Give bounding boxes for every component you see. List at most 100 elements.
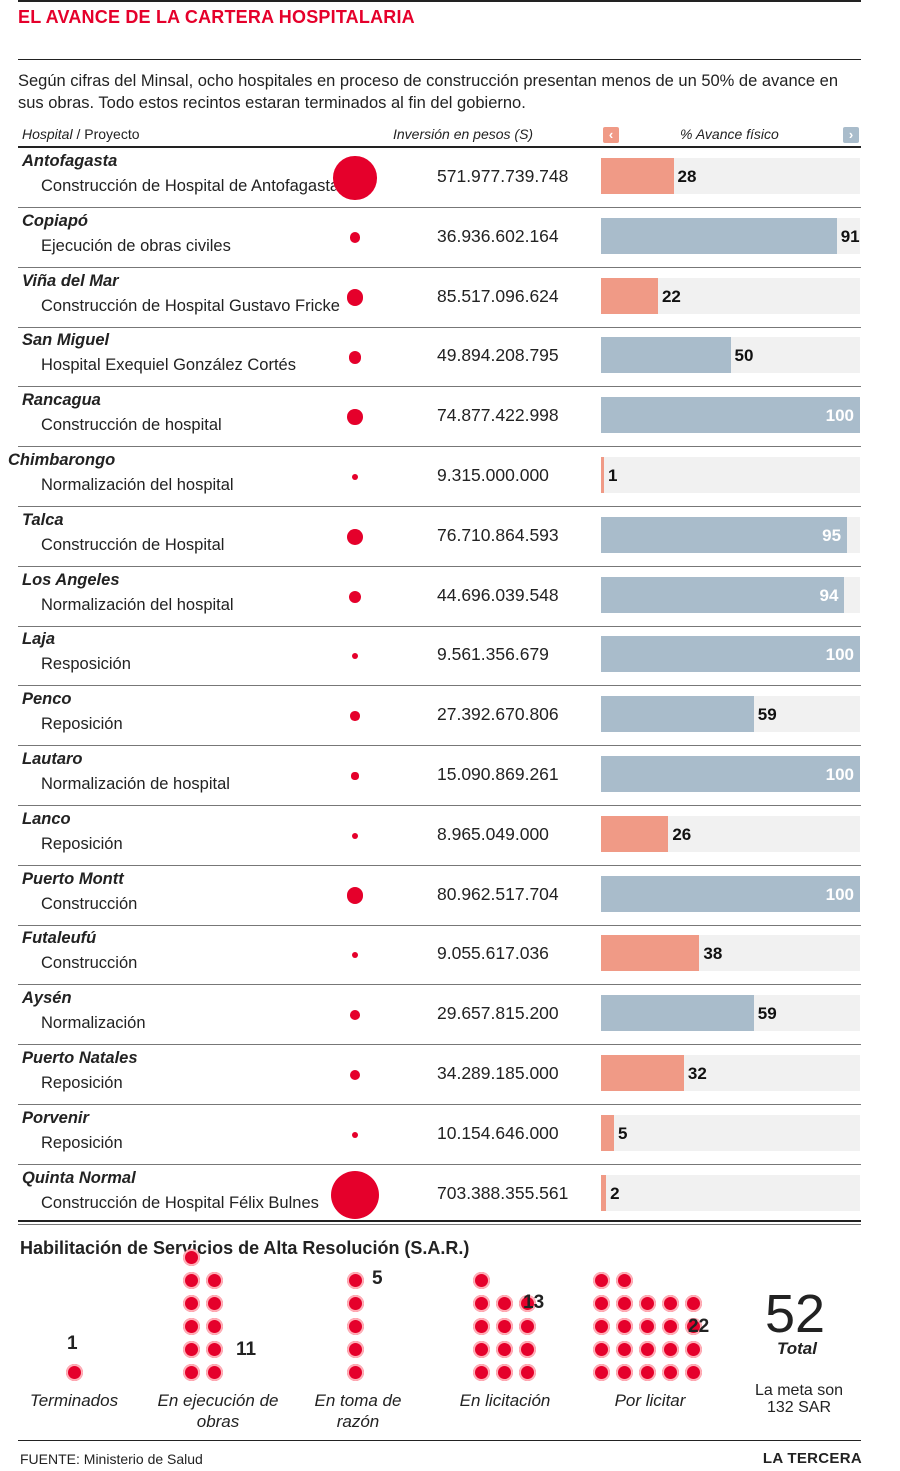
progress-label: 26 xyxy=(672,824,692,844)
chevron-right-icon[interactable]: › xyxy=(843,127,859,143)
investment-bubble xyxy=(352,952,358,959)
project-name: Reposición xyxy=(41,834,123,853)
sar-dot xyxy=(593,1295,610,1312)
row-separator xyxy=(18,1223,861,1225)
sar-label: En ejecución de obras xyxy=(157,1391,279,1431)
sar-dot xyxy=(183,1295,200,1312)
row-separator xyxy=(18,1044,861,1046)
project-name: Normalización del hospital xyxy=(41,476,234,494)
sar-dot xyxy=(206,1318,223,1335)
progress-track: 100 xyxy=(601,756,860,792)
project-name: Reposición xyxy=(41,1133,123,1152)
sar-dot xyxy=(616,1318,633,1335)
sar-dot xyxy=(662,1318,679,1335)
hospital-name: Los Angeles xyxy=(22,570,120,589)
progress-label: 95 xyxy=(822,525,842,545)
table-row: Los Angeles Normalización del hospital 44.… xyxy=(0,567,900,627)
row-separator xyxy=(18,745,861,747)
project-name: Resposición xyxy=(41,655,131,674)
sar-dot xyxy=(473,1364,490,1381)
project-name: Normalización de hospital xyxy=(41,775,230,793)
progress-track: 100 xyxy=(601,636,860,673)
sar-dot xyxy=(183,1272,200,1289)
project-name: Construcción de Hospital Gustavo Fricke xyxy=(41,296,340,315)
sar-dot xyxy=(206,1341,223,1358)
sar-dot xyxy=(347,1341,364,1358)
investment-value: 9.055.617.036 xyxy=(437,943,549,964)
hospital-name: Viña del Mar xyxy=(22,271,119,290)
investment-value: 8.965.049.000 xyxy=(437,823,549,844)
investment-bubble xyxy=(348,590,362,603)
header-slash: / xyxy=(76,126,81,142)
header-hospital: Hospital xyxy=(22,126,73,142)
sar-label: Terminados xyxy=(29,1391,119,1410)
sar-dot xyxy=(662,1295,679,1312)
table-row: Porvenir Reposición 10.154.646.000 5 xyxy=(0,1105,900,1165)
chevron-left-icon[interactable]: ‹ xyxy=(603,127,619,143)
sar-dot xyxy=(519,1295,536,1312)
sar-dot xyxy=(616,1295,633,1312)
row-separator xyxy=(18,446,861,448)
sar-dot xyxy=(685,1364,702,1381)
project-name: Normalización del hospital xyxy=(41,595,234,614)
row-separator xyxy=(18,805,861,806)
progress-bar xyxy=(601,995,754,1032)
investment-value: 76.710.864.593 xyxy=(437,524,559,545)
sar-dot xyxy=(639,1295,656,1312)
sar-dot xyxy=(616,1364,633,1381)
sar-dot xyxy=(206,1364,223,1381)
investment-bubble xyxy=(350,711,360,721)
title-rule xyxy=(18,59,861,60)
investment-value: 15.090.869.261 xyxy=(437,764,559,784)
sar-dot xyxy=(593,1272,610,1289)
progress-track: 1 xyxy=(601,457,860,493)
sar-dot xyxy=(685,1318,702,1335)
progress-label: 50 xyxy=(734,346,754,366)
progress-label: 38 xyxy=(703,944,723,964)
row-separator xyxy=(18,924,861,926)
sar-dot xyxy=(519,1318,536,1335)
sar-title: Habilitación de Servicios de Alta Resolu… xyxy=(20,1238,470,1258)
row-separator xyxy=(18,864,861,866)
project-name: Construcción de hospital xyxy=(41,416,222,435)
sar-total: 52 xyxy=(765,1284,826,1344)
hospital-name: Penco xyxy=(22,690,72,709)
project-name: Construcción xyxy=(41,894,138,913)
sar-dot xyxy=(519,1364,536,1381)
progress-label: 32 xyxy=(687,1064,707,1083)
progress-bar xyxy=(601,636,860,673)
sar-dot xyxy=(616,1272,633,1289)
row-separator xyxy=(18,266,861,268)
investment-value: 571.977.739.748 xyxy=(437,166,569,186)
progress-bar xyxy=(601,815,669,852)
table-row: San Miguel Hospital Exequiel González Cor… xyxy=(0,327,900,388)
footer-rule xyxy=(18,1440,861,1441)
progress-track: 32 xyxy=(601,1055,860,1091)
sar-dot xyxy=(496,1364,513,1381)
progress-label: 100 xyxy=(825,884,854,904)
intro-text: Según cifras del Minsal, ocho hospitales… xyxy=(18,72,839,112)
progress-bar xyxy=(601,1055,684,1091)
sar-dot xyxy=(347,1272,364,1289)
progress-bar xyxy=(601,696,754,733)
progress-label: 22 xyxy=(661,286,681,306)
header-rule xyxy=(18,146,861,148)
investment-bubble xyxy=(346,289,364,306)
hospital-name: Chimbarongo xyxy=(8,451,116,469)
progress-bar xyxy=(601,158,674,194)
sar-dot xyxy=(183,1341,200,1358)
top-rule xyxy=(18,0,861,2)
investment-bubble xyxy=(351,772,359,780)
sar-dot xyxy=(347,1364,364,1381)
investment-bubble xyxy=(348,350,362,364)
sar-dot xyxy=(183,1364,200,1381)
table-row: Copiapó Ejecución de obras civiles 36.936.… xyxy=(0,208,900,268)
table-row: Chimbarongo Normalización del hospital 9.3… xyxy=(0,447,900,507)
sar-dot xyxy=(473,1295,490,1312)
project-name: Reposición xyxy=(41,1074,123,1092)
row-separator xyxy=(18,984,861,986)
table-row: Puerto Natales Reposición 34.289.185.000 32 xyxy=(0,1045,900,1105)
sar-dot xyxy=(347,1295,364,1312)
sar-label: En licitación xyxy=(459,1391,551,1410)
sar-dot xyxy=(519,1341,536,1358)
